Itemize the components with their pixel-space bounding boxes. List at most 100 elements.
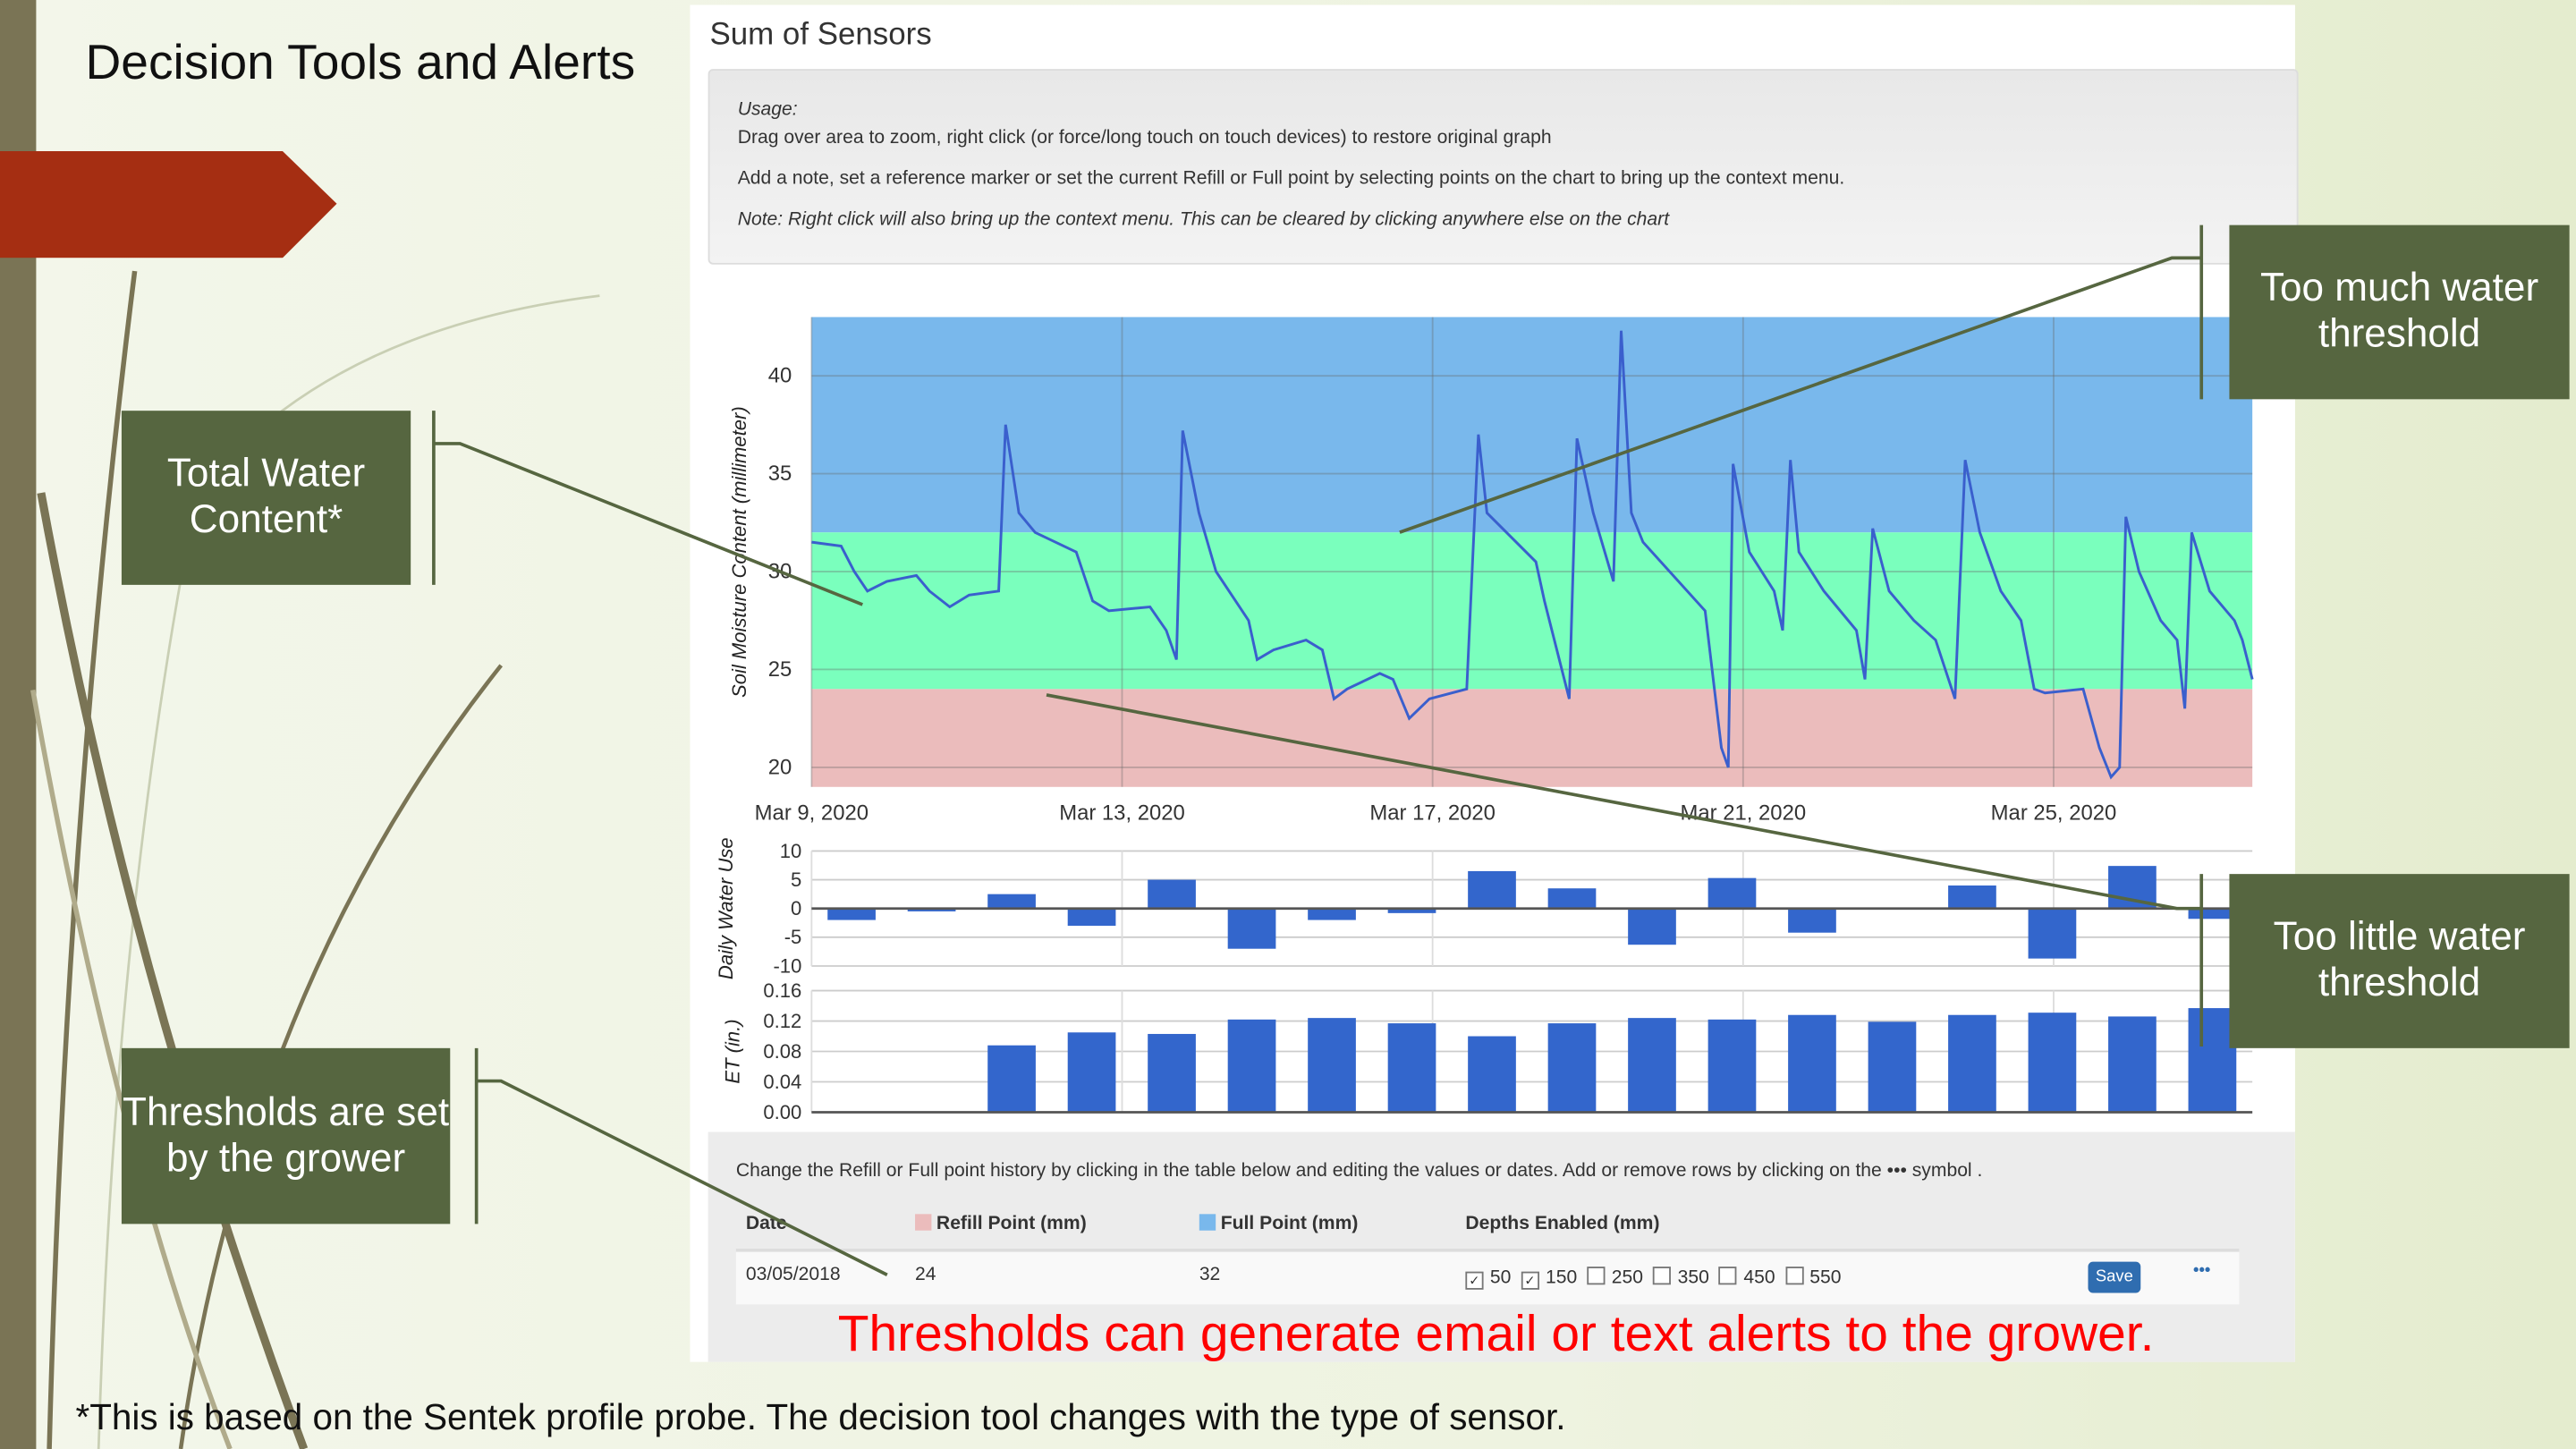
bar [1387, 908, 1436, 913]
depth-label: 350 [1677, 1267, 1709, 1288]
depth-label: 550 [1809, 1267, 1842, 1288]
usage-box: Usage: Drag over area to zoom, right cli… [708, 69, 2299, 265]
y-tick-label: 25 [768, 657, 792, 682]
bar [2028, 1013, 2077, 1113]
y-tick-label: 20 [768, 755, 792, 779]
depth-checkbox-150[interactable]: ✓ [1521, 1271, 1539, 1290]
alert-message: Thresholds can generate email or text al… [837, 1304, 2155, 1362]
table-intro: Change the Refill or Full point history … [735, 1161, 1983, 1182]
y-axis-label: Daily Water Use [715, 837, 737, 979]
slide-title: Decision Tools and Alerts [85, 36, 636, 91]
callout-thresholds-grower: Thresholds are set by the grower [121, 1047, 451, 1224]
x-tick-label: Mar 9, 2020 [755, 801, 869, 826]
full-band [811, 317, 2253, 533]
header-refill: Refill Point (mm) [915, 1214, 1087, 1233]
bar [1707, 1019, 1757, 1113]
pointer-too-much [1399, 256, 2202, 534]
soil-moisture-line [811, 330, 2254, 780]
bar [827, 908, 876, 920]
row-full[interactable]: 32 [1199, 1265, 1221, 1285]
header-full-label: Full Point (mm) [1220, 1214, 1359, 1234]
header-refill-label: Refill Point (mm) [936, 1214, 1087, 1234]
table-row [735, 1248, 2240, 1305]
row-date[interactable]: 03/05/2018 [745, 1265, 841, 1285]
depth-checkbox-50[interactable]: ✓ [1465, 1271, 1484, 1290]
bar [1868, 1021, 1917, 1113]
bar [987, 894, 1036, 909]
row-refill[interactable]: 24 [915, 1265, 936, 1285]
depth-label: 250 [1611, 1267, 1644, 1288]
depth-checkbox-550[interactable] [1784, 1267, 1803, 1285]
bar [1067, 1032, 1116, 1113]
bar [1387, 1023, 1436, 1113]
bar [1308, 908, 1356, 920]
bar [1628, 1018, 1676, 1113]
bar [2028, 908, 2077, 959]
bar [1067, 908, 1116, 926]
depth-checkbox-350[interactable] [1653, 1267, 1672, 1285]
bar [1628, 908, 1676, 945]
decorative-arrow [0, 150, 337, 258]
bar [2188, 1008, 2237, 1113]
save-button[interactable]: Save [2088, 1261, 2141, 1293]
y-tick-label: 0.16 [763, 979, 801, 1002]
depth-checkbox-250[interactable] [1587, 1267, 1606, 1285]
depth-label: 450 [1743, 1267, 1775, 1288]
callout-too-much-water: Too much water threshold [2229, 225, 2570, 400]
y-tick-label: 40 [768, 363, 792, 387]
footnote: *This is based on the Sentek profile pro… [75, 1396, 1566, 1438]
more-button[interactable]: ••• [2193, 1261, 2211, 1280]
usage-line-1: Drag over area to zoom, right click (or … [737, 128, 1552, 148]
bar [987, 1045, 1036, 1113]
depth-label: 150 [1545, 1267, 1578, 1288]
pointer-total-water [433, 442, 863, 606]
bar [907, 908, 956, 911]
bar [1468, 1036, 1516, 1113]
full-swatch [1199, 1214, 1216, 1231]
threshold-table-section: Change the Refill or Full point history … [708, 1131, 2295, 1362]
panel-title: Sum of Sensors [709, 18, 932, 53]
x-tick-label: Mar 25, 2020 [1991, 801, 2117, 826]
depth-label: 50 [1489, 1267, 1512, 1288]
bar [2108, 1016, 2157, 1113]
bar [1468, 870, 1516, 909]
x-tick-label: Mar 21, 2020 [1681, 801, 1807, 826]
depth-checkboxes: ✓ 50 ✓ 150 250 350 450 550 [1455, 1267, 1841, 1290]
y-tick-label: 0.04 [763, 1071, 801, 1093]
bar [1707, 877, 1757, 909]
header-depths: Depths Enabled (mm) [1465, 1214, 1660, 1234]
usage-label: Usage: [737, 100, 798, 121]
header-full: Full Point (mm) [1199, 1214, 1359, 1234]
y-tick-label: 0.12 [763, 1010, 801, 1032]
bar [1547, 888, 1597, 909]
bar [1148, 879, 1196, 909]
bar [1227, 908, 1276, 949]
y-tick-label: 0.08 [763, 1040, 801, 1063]
y-tick-label: -10 [773, 954, 801, 977]
bar [1948, 885, 1996, 909]
y-tick-label: 10 [780, 840, 802, 862]
bar [1148, 1033, 1196, 1113]
bar [1788, 1014, 1836, 1113]
bar [1788, 908, 1836, 933]
usage-note: Note: Right click will also bring up the… [737, 210, 1670, 231]
y-tick-label: -5 [784, 926, 802, 948]
y-tick-label: 0.00 [763, 1101, 801, 1123]
bar [2188, 908, 2237, 919]
decorative-grass [30, 270, 600, 1449]
bar [1547, 1023, 1597, 1113]
depth-checkbox-450[interactable] [1718, 1267, 1738, 1285]
y-tick-label: 35 [768, 462, 792, 486]
bar [1948, 1014, 1996, 1113]
pointer-too-little [1046, 693, 2202, 911]
y-tick-label: 5 [791, 869, 801, 891]
bar [1308, 1018, 1356, 1113]
bar [1227, 1019, 1276, 1113]
x-tick-label: Mar 17, 2020 [1369, 801, 1496, 826]
refill-band [811, 689, 2253, 787]
y-tick-label: 0 [791, 897, 801, 919]
x-tick-label: Mar 13, 2020 [1059, 801, 1185, 826]
